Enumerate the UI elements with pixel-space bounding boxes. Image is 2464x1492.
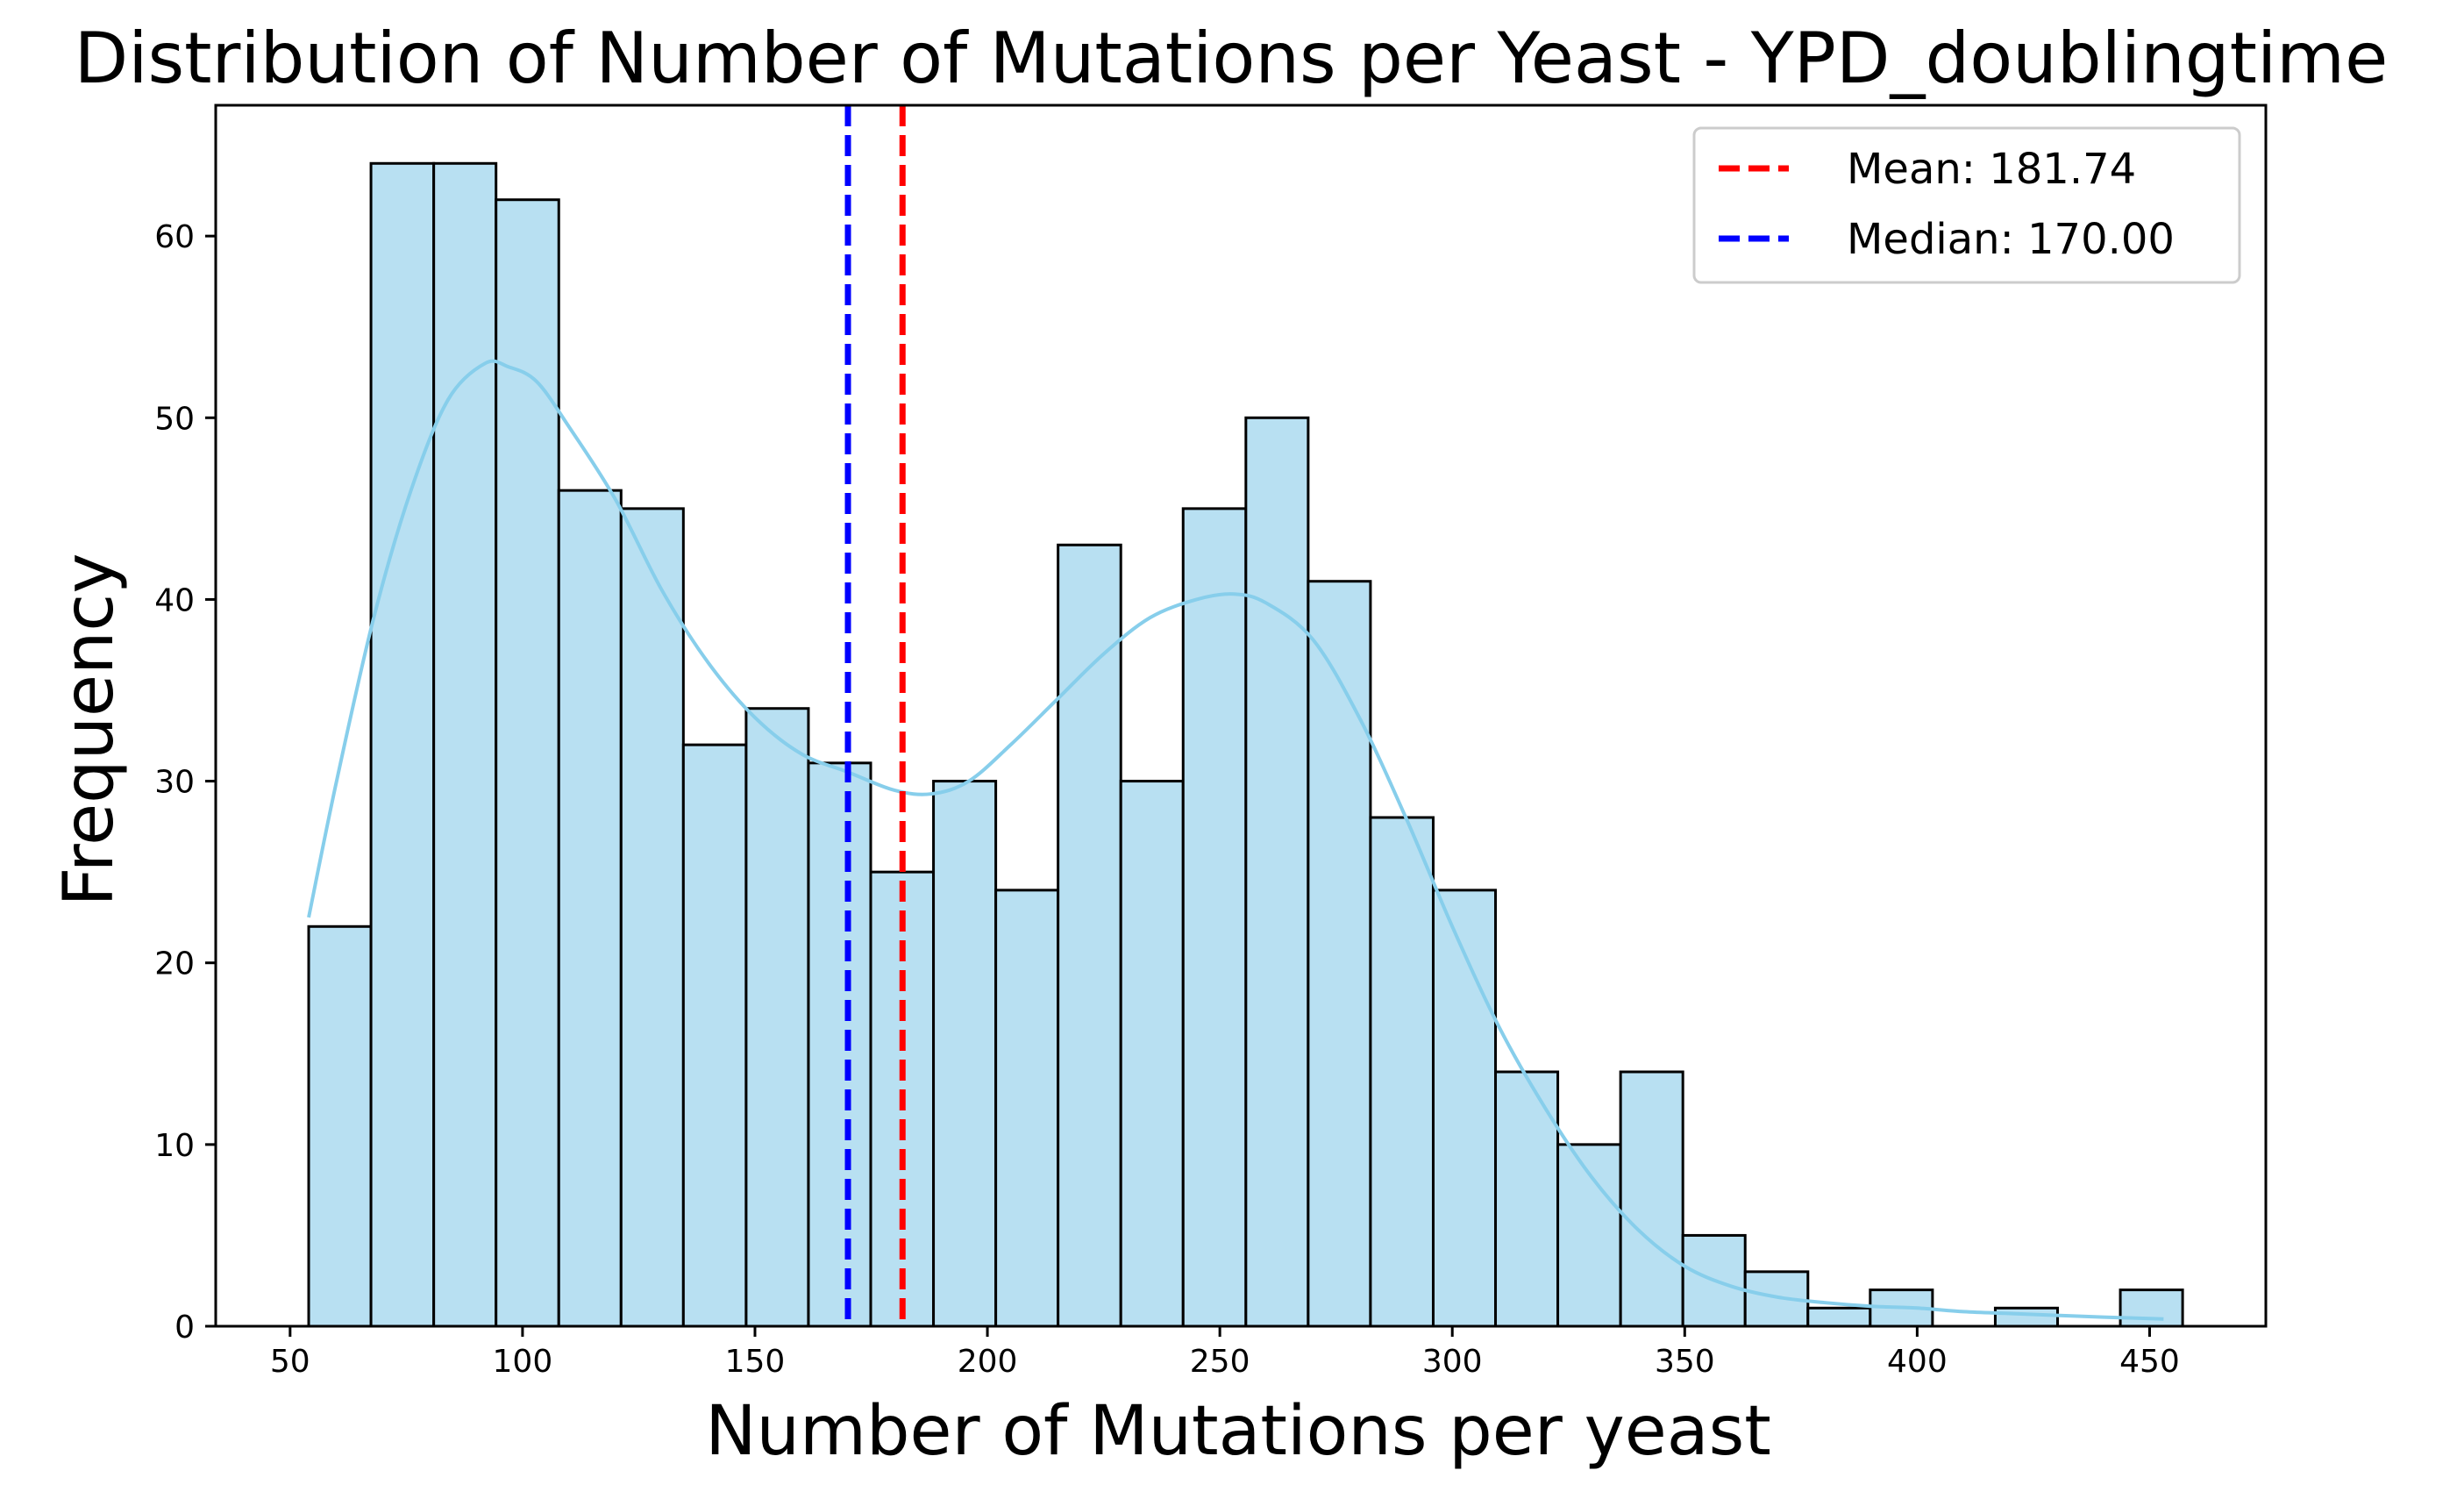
x-tick-label: 400 (1887, 1344, 1948, 1380)
y-axis-ticks: 0 10 20 30 40 50 60 (154, 219, 216, 1346)
histogram-bar (369, 161, 436, 1328)
histogram-bar (744, 707, 810, 1328)
histogram-bar (1307, 580, 1372, 1328)
x-tick-label: 300 (1422, 1344, 1483, 1380)
legend: Mean: 181.74 Median: 170.00 (1692, 126, 2241, 284)
kde-curve (307, 359, 2164, 1321)
histogram-bar (932, 780, 998, 1328)
y-tick-label: 30 (154, 765, 195, 801)
histogram-bar (1431, 889, 1498, 1328)
histogram-bar (1244, 416, 1310, 1328)
histogram-bar (1181, 507, 1248, 1328)
reference-lines (844, 105, 906, 1326)
histogram-bar (1619, 1070, 1684, 1328)
histogram-bar (557, 489, 623, 1328)
x-axis-ticks: 50 100 150 200 250 300 350 400 450 (270, 1326, 2180, 1380)
y-tick-label: 50 (154, 401, 195, 437)
histogram-bar (1993, 1306, 2059, 1328)
histogram-bar (619, 507, 685, 1328)
x-tick-label: 50 (270, 1344, 310, 1380)
legend-entry: Mean: 181.74 (1847, 145, 2136, 194)
y-tick-label: 40 (154, 582, 195, 618)
x-axis-label: Number of Mutations per yeast (705, 1392, 1771, 1471)
histogram-bar (807, 761, 872, 1328)
legend-entry: Median: 170.00 (1847, 215, 2175, 264)
histogram-bar (2119, 1289, 2184, 1328)
histogram-bar (1806, 1306, 1872, 1328)
histogram-bar (1057, 543, 1122, 1328)
x-tick-label: 250 (1190, 1344, 1250, 1380)
x-tick-label: 450 (2119, 1344, 2180, 1380)
y-axis-label: Frequency (50, 553, 129, 907)
legend-box (1692, 126, 2241, 284)
y-tick-label: 20 (154, 946, 195, 982)
x-tick-label: 100 (493, 1344, 553, 1380)
y-tick-label: 10 (154, 1128, 195, 1164)
bars-group (307, 161, 2184, 1328)
histogram-bar (1369, 816, 1435, 1328)
y-tick-label: 0 (174, 1310, 195, 1346)
histogram-bar (495, 198, 560, 1328)
histogram-bar (1494, 1070, 1560, 1328)
histogram-bar (1119, 780, 1185, 1328)
x-tick-label: 200 (958, 1344, 1018, 1380)
chart-title: Distribution of Number of Mutations per … (75, 18, 2389, 99)
histogram-bar (432, 161, 498, 1328)
histogram-bar (681, 743, 748, 1328)
histogram-bar (994, 889, 1060, 1328)
x-tick-label: 350 (1655, 1344, 1715, 1380)
histogram-bar (307, 924, 373, 1328)
x-tick-label: 150 (725, 1344, 786, 1380)
plot-area-frame (214, 104, 2268, 1328)
y-tick-label: 60 (154, 219, 195, 255)
